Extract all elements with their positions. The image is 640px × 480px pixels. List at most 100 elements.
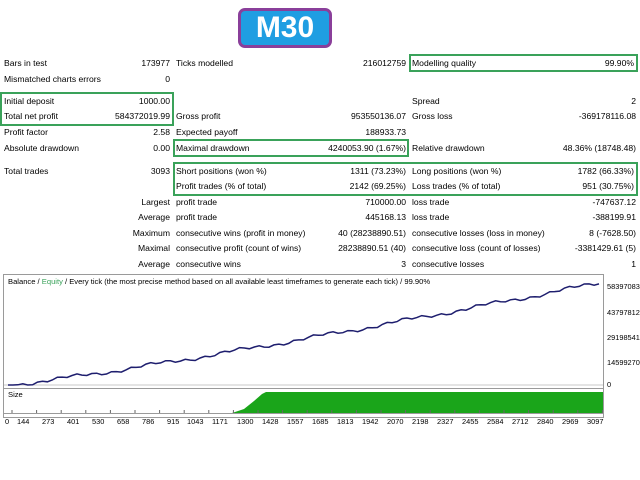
x-tick-label: 144 [17,417,30,426]
mismatched-errors-label: Mismatched charts errors [4,74,101,84]
absolute-drawdown-value: 0.00 [153,143,170,153]
initial-deposit-label: Initial deposit [4,96,55,106]
maximal-drawdown-highlight [173,139,409,157]
positions-highlight [173,162,638,196]
relative-drawdown-label: Relative drawdown [412,143,485,153]
avg-consecutive-wins-label: consecutive wins [176,259,241,269]
x-tick-label: 915 [167,417,180,426]
total-trades-value: 3093 [150,166,170,176]
max-consecutive-losses-label: consecutive losses (loss in money) [412,228,545,238]
modelling-quality-label: Modelling quality [412,58,477,68]
ticks-modelled-label: Ticks modelled [176,58,233,68]
avg-consecutive-wins-value: 3 [401,259,406,269]
volume-bars [232,392,603,413]
short-positions-value: 1311 (73.23%) [350,166,406,176]
maximal-label: Maximal [138,243,170,253]
y-tick-label: 0 [607,380,612,389]
profit-factor-label: Profit factor [4,127,48,137]
x-tick-label: 786 [142,417,155,426]
short-positions-label: Short positions (won %) [176,166,267,176]
chart-header-description: / Every tick (the most precise method ba… [62,277,431,286]
x-tick-label: 1300 [237,417,254,426]
mismatched-errors-value: 0 [165,74,170,84]
x-tick-label: 2840 [537,417,554,426]
relative-drawdown-value: 48.36% (18748.48) [562,143,636,153]
maximal-consecutive-profit-value: 28238890.51 (40) [338,243,406,253]
x-tick-label: 1685 [312,417,329,426]
largest-profit-label: profit trade [176,197,218,207]
modelling-quality-highlight [409,54,638,72]
average-consecutive-label: Average [138,259,170,269]
average-profit-label: profit trade [176,212,218,222]
volume-ticks [11,410,603,413]
volume-svg [11,392,603,413]
largest-label: Largest [141,197,170,207]
x-tick-label: 530 [92,417,105,426]
avg-consecutive-losses-label: consecutive losses [412,259,485,269]
balance-svg [4,283,603,386]
y-tick-label: 29198541 [607,333,640,342]
gross-loss-value: -369178116.08 [578,111,636,121]
chart-header: Balance / Equity / Every tick (the most … [8,277,430,286]
maximum-label: Maximum [132,228,170,238]
x-tick-label: 1043 [187,417,204,426]
maximal-drawdown-label: Maximal drawdown [176,143,250,153]
chart-header-equity: Equity [41,277,63,286]
largest-profit-value: 710000.00 [365,197,406,207]
total-net-profit-value: 584372019.99 [115,111,170,121]
y-tick-label: 43797812 [607,308,640,317]
max-consecutive-wins-label: consecutive wins (profit in money) [176,228,306,238]
initial-deposit-value: 1000.00 [138,96,170,106]
maximal-consecutive-loss-label: consecutive loss (count of losses) [412,243,541,253]
spread-value: 2 [631,96,636,106]
ticks-modelled-value: 216012759 [362,58,406,68]
x-tick-label: 0 [5,417,10,426]
x-tick-label: 3097 [587,417,604,426]
maximal-drawdown-value: 4240053.90 (1.67%) [328,143,406,153]
timeframe-badge: M30 [238,8,332,48]
average-loss-value: -388199.91 [592,212,637,222]
spread-label: Spread [412,96,440,106]
average-label: Average [138,212,170,222]
average-loss-label: loss trade [412,212,450,222]
profit-factor-value: 2.58 [153,127,170,137]
profit-trades-label: Profit trades (% of total) [176,181,267,191]
loss-trades-label: Loss trades (% of total) [412,181,501,191]
y-tick-label: 14599270 [607,358,640,367]
x-tick-label: 2584 [487,417,504,426]
x-tick-label: 2969 [562,417,579,426]
x-tick-label: 2455 [462,417,479,426]
x-tick-label: 401 [67,417,80,426]
deposit-profit-highlight [0,92,174,126]
x-tick-label: 1428 [262,417,279,426]
maximal-consecutive-loss-value: -3381429.61 (5) [574,243,636,253]
largest-loss-label: loss trade [412,197,450,207]
total-trades-label: Total trades [4,166,49,176]
gross-profit-label: Gross profit [176,111,221,121]
max-consecutive-losses-value: 8 (-7628.50) [589,228,636,238]
size-label: Size [8,390,23,399]
average-profit-value: 445168.13 [365,212,406,222]
absolute-drawdown-label: Absolute drawdown [4,143,80,153]
loss-trades-value: 951 (30.75%) [582,181,634,191]
largest-loss-value: -747637.12 [592,197,637,207]
max-consecutive-wins-value: 40 (28238890.51) [338,228,406,238]
total-net-profit-label: Total net profit [4,111,58,121]
gross-profit-value: 953550136.07 [351,111,406,121]
maximal-consecutive-profit-label: consecutive profit (count of wins) [176,243,302,253]
modelling-quality-value: 99.90% [604,58,634,68]
x-tick-label: 273 [42,417,55,426]
x-tick-label: 1813 [337,417,354,426]
x-tick-label: 2327 [437,417,454,426]
x-tick-label: 2712 [512,417,529,426]
gross-loss-label: Gross loss [412,111,453,121]
bars-in-test-value: 173977 [141,58,170,68]
long-positions-value: 1782 (66.33%) [577,166,634,176]
long-positions-label: Long positions (won %) [412,166,502,176]
expected-payoff-label: Expected payoff [176,127,238,137]
x-tick-label: 1557 [287,417,304,426]
profit-trades-value: 2142 (69.25%) [349,181,406,191]
chart-header-balance: Balance / [8,277,42,286]
x-tick-label: 2198 [412,417,429,426]
x-tick-label: 1942 [362,417,379,426]
